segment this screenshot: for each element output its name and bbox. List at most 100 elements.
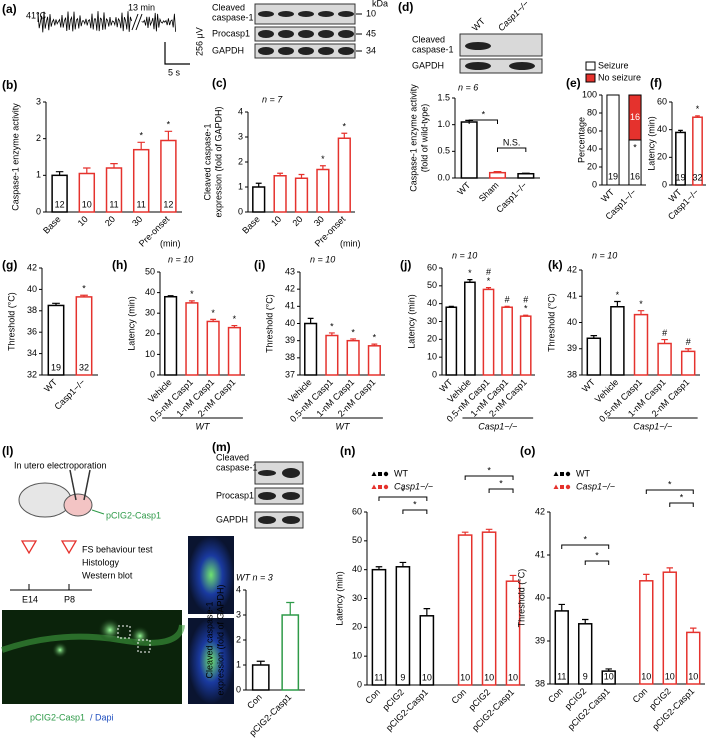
bracket	[468, 119, 498, 124]
y-tick-label: 20	[427, 334, 437, 344]
y-tick-label: 0	[432, 369, 437, 379]
y-tick-label: 4	[238, 106, 243, 116]
panel-label: (o)	[520, 444, 535, 458]
y-tick-label: 1	[36, 170, 41, 180]
band	[282, 492, 300, 500]
x-tick-label: 10	[269, 214, 283, 228]
y-tick-label: 0	[238, 206, 243, 216]
x-tick-label: Con	[449, 687, 468, 706]
error-bar	[523, 314, 529, 317]
count-label: 10	[82, 199, 92, 209]
diagram-title: In utero electroporation	[14, 460, 107, 470]
y-axis-label: Caspase-1 enzyme activity	[10, 103, 20, 211]
band	[278, 11, 294, 17]
band	[465, 62, 491, 70]
y-tick-label: 50	[352, 535, 362, 545]
y-tick-label: 20	[587, 161, 597, 171]
y-tick-label: 40	[285, 318, 295, 328]
y-tick-label: 39	[567, 343, 577, 353]
temperature: 41°C	[26, 10, 47, 20]
band	[298, 47, 314, 55]
y-tick-label: 34	[27, 348, 37, 358]
error-bar	[485, 528, 493, 533]
blot-label: caspase-1	[412, 44, 454, 54]
eeg-trace	[37, 11, 176, 33]
stain: pCIG2-Casp1	[30, 712, 85, 722]
blot-label: Procasp1	[212, 28, 250, 38]
bar	[251, 664, 270, 691]
bracket	[669, 502, 694, 507]
count-label: 32	[79, 362, 89, 372]
annotation: *	[639, 299, 643, 309]
error-bar	[643, 573, 650, 581]
electrode	[69, 469, 77, 501]
count-label: 10	[460, 672, 470, 682]
y-tick-label: 0	[36, 206, 41, 216]
legend-label: No seizure	[598, 72, 641, 82]
bar	[445, 306, 458, 376]
band	[278, 30, 294, 38]
annotation: *	[487, 276, 491, 286]
band	[258, 11, 274, 17]
error-bar	[188, 300, 195, 303]
bar	[281, 614, 300, 691]
diagram-l: (l) In utero electroporation pCIG2-Casp1…	[1, 444, 234, 722]
y-tick-label: 40	[27, 284, 37, 294]
bracket	[464, 475, 514, 480]
y-tick-label: 41	[567, 291, 577, 301]
error-bar	[83, 167, 91, 174]
error-bar	[52, 302, 60, 306]
blot-label: GAPDH	[212, 45, 244, 55]
bar	[164, 295, 178, 376]
annotation: *	[233, 314, 237, 324]
x-unit: (min)	[340, 238, 361, 248]
n-text: n = 10	[592, 250, 617, 260]
bar	[395, 566, 411, 686]
y-tick-label: 2	[36, 133, 41, 143]
x-tick-label: Con	[245, 692, 264, 711]
error-bar	[350, 338, 357, 341]
panel-label: (j)	[400, 258, 411, 272]
legend-marker	[378, 472, 382, 476]
inset	[188, 536, 234, 614]
legend-marker	[371, 484, 377, 489]
annotation: *	[321, 154, 325, 164]
error-bar	[695, 115, 700, 118]
x-tick-label: WT	[599, 187, 616, 204]
y-tick-label: 10	[352, 651, 362, 661]
y-axis-label: expression (fold of GAPDH)	[213, 106, 223, 217]
y-tick-label: 30	[427, 316, 437, 326]
y-tick-label: 0	[592, 179, 597, 189]
bar	[657, 342, 672, 376]
bar	[206, 320, 220, 376]
bracket-label: *	[668, 479, 672, 489]
error-bar	[256, 660, 265, 665]
error-bar	[666, 567, 674, 573]
glow	[98, 618, 122, 642]
x-tick-label: 20	[290, 214, 304, 228]
y-tick-label: 40	[657, 124, 667, 134]
y-tick-label: 0.0	[437, 172, 450, 182]
y-tick-label: 32	[27, 369, 37, 379]
n-text: n = 6	[458, 82, 478, 92]
error-bar	[277, 172, 284, 176]
count-label: 19	[675, 172, 685, 182]
error-bar	[521, 172, 530, 174]
test: Histology	[82, 557, 120, 567]
y-axis-label: Cleaved caspase-1	[204, 601, 214, 678]
y-tick-label: 39	[285, 335, 295, 345]
bar	[294, 177, 309, 213]
panel-label: (b)	[2, 78, 17, 92]
annotation: *	[211, 308, 215, 318]
count-label: 10	[508, 672, 518, 682]
annotation: #	[686, 337, 691, 347]
error-bar	[307, 317, 314, 324]
x-tick-label: 30	[312, 214, 326, 228]
x-tick-label: Con	[631, 686, 650, 705]
annotation: *	[167, 120, 171, 130]
break-mark	[135, 13, 143, 31]
error-bar	[137, 141, 145, 150]
bar	[325, 334, 339, 376]
annotation: #	[505, 295, 510, 305]
blot-label: Cleaved	[216, 452, 249, 462]
